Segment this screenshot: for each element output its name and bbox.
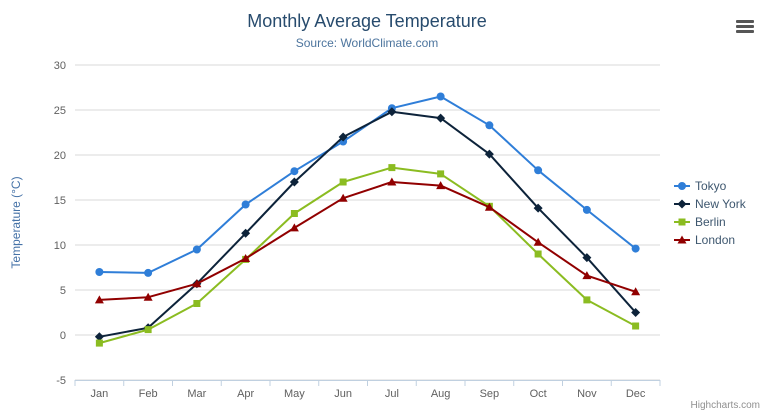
- data-point-new-york[interactable]: [533, 203, 543, 213]
- x-axis-tick-label: Apr: [237, 388, 254, 400]
- data-point-london[interactable]: [582, 271, 592, 280]
- data-point-tokyo[interactable]: [144, 268, 153, 277]
- series-tokyo: [95, 92, 640, 277]
- y-axis-tick-label: 10: [54, 240, 66, 252]
- menu-bar: [736, 30, 754, 33]
- series-line-new-york: [98, 110, 637, 338]
- legend-symbol-london: [677, 235, 687, 244]
- legend-item-london[interactable]: London: [674, 231, 746, 249]
- data-point-tokyo[interactable]: [95, 268, 104, 276]
- data-point-london[interactable]: [241, 254, 251, 262]
- data-point-london[interactable]: [631, 287, 641, 296]
- legend-label-tokyo: Tokyo: [695, 179, 727, 193]
- legend-label-new-york: New York: [695, 197, 746, 211]
- data-point-new-york[interactable]: [582, 253, 592, 263]
- hamburger-menu-icon[interactable]: [736, 20, 754, 33]
- legend-marker-london: [674, 235, 690, 244]
- x-axis-tick-label: May: [284, 388, 305, 400]
- x-axis-tick-label: Oct: [530, 388, 547, 400]
- data-point-new-york[interactable]: [94, 332, 104, 342]
- data-point-berlin[interactable]: [583, 296, 591, 304]
- x-axis-tick-label: Jan: [91, 388, 109, 400]
- data-point-tokyo[interactable]: [241, 200, 250, 209]
- series-line-berlin: [98, 166, 637, 345]
- legend-symbol-berlin: [678, 218, 686, 226]
- legend-label-london: London: [695, 233, 736, 247]
- series-london: [94, 177, 641, 304]
- chart-subtitle: Source: WorldClimate.com: [295, 36, 439, 50]
- data-point-london[interactable]: [338, 193, 348, 202]
- x-axis-tick-label: Mar: [187, 388, 206, 400]
- data-point-berlin[interactable]: [388, 164, 396, 172]
- series-line-tokyo: [98, 95, 637, 274]
- x-axis-tick-label: Jun: [334, 388, 352, 400]
- data-point-new-york[interactable]: [241, 228, 251, 238]
- data-point-berlin[interactable]: [632, 322, 640, 330]
- data-point-new-york[interactable]: [289, 177, 299, 187]
- data-point-new-york[interactable]: [436, 113, 446, 123]
- data-point-tokyo[interactable]: [436, 92, 445, 101]
- legend-marker-new-york: [674, 199, 690, 209]
- legend-marker-berlin: [674, 218, 690, 226]
- x-axis-tick-label: Dec: [626, 388, 646, 400]
- data-point-berlin[interactable]: [193, 300, 201, 307]
- legend-label-berlin: Berlin: [695, 215, 726, 229]
- credits-link[interactable]: Highcharts.com: [690, 400, 760, 411]
- data-point-berlin[interactable]: [290, 210, 298, 217]
- data-point-berlin[interactable]: [95, 339, 103, 347]
- series-line-london: [98, 181, 637, 301]
- legend-symbol-tokyo: [678, 182, 686, 190]
- data-point-tokyo[interactable]: [192, 245, 201, 254]
- data-point-london[interactable]: [387, 177, 397, 186]
- data-point-new-york[interactable]: [338, 132, 348, 142]
- data-point-tokyo[interactable]: [582, 205, 591, 214]
- data-point-new-york[interactable]: [484, 149, 494, 159]
- data-point-london[interactable]: [533, 237, 543, 246]
- y-axis-tick-label: 30: [54, 60, 66, 72]
- y-axis-title: Temperature (°C): [9, 176, 23, 268]
- legend-marker-tokyo: [674, 182, 690, 190]
- chart-title: Monthly Average Temperature: [247, 11, 487, 31]
- data-point-london[interactable]: [143, 292, 153, 301]
- legend-item-tokyo[interactable]: Tokyo: [674, 177, 746, 195]
- legend-item-new-york[interactable]: New York: [674, 195, 746, 213]
- data-point-new-york[interactable]: [631, 308, 641, 317]
- data-point-tokyo[interactable]: [485, 121, 494, 130]
- data-point-new-york[interactable]: [387, 107, 397, 117]
- y-axis-tick-label: 25: [54, 105, 66, 117]
- x-axis-tick-label: Aug: [431, 388, 451, 400]
- y-axis-tick-label: -5: [56, 375, 66, 387]
- legend-symbol-new-york: [677, 199, 687, 209]
- data-point-berlin[interactable]: [437, 170, 445, 178]
- data-point-london[interactable]: [436, 181, 446, 190]
- data-point-tokyo[interactable]: [290, 167, 299, 176]
- data-point-london[interactable]: [94, 295, 104, 304]
- series-new-york: [94, 107, 641, 342]
- data-point-tokyo[interactable]: [631, 244, 640, 253]
- x-axis-tick-label: Feb: [139, 388, 158, 400]
- data-point-london[interactable]: [192, 279, 202, 288]
- y-axis-tick-label: 20: [54, 150, 66, 162]
- data-point-berlin[interactable]: [534, 250, 542, 258]
- y-axis-tick-label: 15: [54, 195, 66, 207]
- menu-bar: [736, 20, 754, 23]
- data-point-berlin[interactable]: [339, 178, 347, 186]
- data-point-berlin[interactable]: [144, 326, 152, 334]
- x-axis-tick-label: Nov: [577, 388, 597, 400]
- x-axis-tick-label: Sep: [480, 388, 500, 400]
- legend: Tokyo New York Berlin London: [674, 177, 746, 249]
- data-point-london[interactable]: [484, 202, 494, 211]
- data-point-tokyo[interactable]: [534, 166, 543, 175]
- legend-item-berlin[interactable]: Berlin: [674, 213, 746, 231]
- data-point-london[interactable]: [289, 223, 299, 232]
- x-axis-tick-label: Jul: [385, 388, 399, 400]
- menu-bar: [736, 25, 754, 28]
- y-axis-tick-label: 0: [60, 330, 66, 342]
- y-axis-tick-label: 5: [60, 285, 66, 297]
